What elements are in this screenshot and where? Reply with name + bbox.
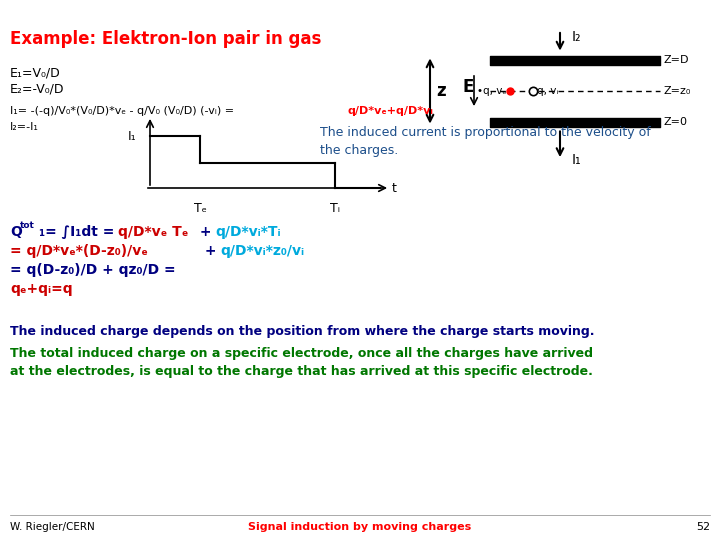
Text: •q, vₑ: •q, vₑ [477,86,507,96]
Text: +: + [195,225,217,239]
Text: q/D*vᵢ*Tᵢ: q/D*vᵢ*Tᵢ [215,225,281,239]
Text: Signal induction by moving charges: Signal induction by moving charges [248,522,472,532]
Text: Z=z₀: Z=z₀ [664,86,691,96]
Text: I₂=-I₁: I₂=-I₁ [10,122,39,132]
Text: z: z [436,82,446,100]
Text: qₑ+qᵢ=q: qₑ+qᵢ=q [10,282,73,296]
Text: I₁= -(-q)/V₀*(V₀/D)*vₑ - q/V₀ (V₀/D) (-vᵢ) =: I₁= -(-q)/V₀*(V₀/D)*vₑ - q/V₀ (V₀/D) (-v… [10,106,238,116]
Text: E₂=-V₀/D: E₂=-V₀/D [10,83,65,96]
Text: +: + [200,244,221,258]
Text: q/D*vₑ+q/D*vᵢ: q/D*vₑ+q/D*vᵢ [348,106,434,116]
Text: I₁: I₁ [127,130,136,143]
Text: Z=D: Z=D [664,55,690,65]
Text: E₁=V₀/D: E₁=V₀/D [10,66,60,79]
Text: The induced charge depends on the position from where the charge starts moving.: The induced charge depends on the positi… [10,325,595,338]
Text: W. Riegler/CERN: W. Riegler/CERN [10,522,95,532]
Text: Q: Q [10,225,22,239]
Text: E: E [462,78,473,96]
Text: = q(D-z₀)/D + qz₀/D =: = q(D-z₀)/D + qz₀/D = [10,263,176,277]
Text: I₂: I₂ [572,30,582,44]
Text: Tᵢ: Tᵢ [330,202,340,215]
Text: I₁: I₁ [572,153,582,167]
Text: q/D*vₑ Tₑ: q/D*vₑ Tₑ [118,225,189,239]
Text: tot: tot [20,221,35,230]
Text: q/D*vᵢ*z₀/vᵢ: q/D*vᵢ*z₀/vᵢ [220,244,304,258]
Text: q, vᵢ: q, vᵢ [537,86,558,96]
Text: = q/D*vₑ*(D-z₀)/vₑ: = q/D*vₑ*(D-z₀)/vₑ [10,244,148,258]
Text: The induced current is proportional to the velocity of
the charges.: The induced current is proportional to t… [320,126,651,157]
Text: Tₑ: Tₑ [194,202,207,215]
Text: Example: Elektron-Ion pair in gas: Example: Elektron-Ion pair in gas [10,30,321,48]
Text: Z=0: Z=0 [664,117,688,127]
Text: 52: 52 [696,522,710,532]
Text: ₁= ∫I₁dt =: ₁= ∫I₁dt = [39,225,120,239]
Text: The total induced charge on a specific electrode, once all the charges have arri: The total induced charge on a specific e… [10,347,593,378]
Text: t: t [392,181,397,194]
